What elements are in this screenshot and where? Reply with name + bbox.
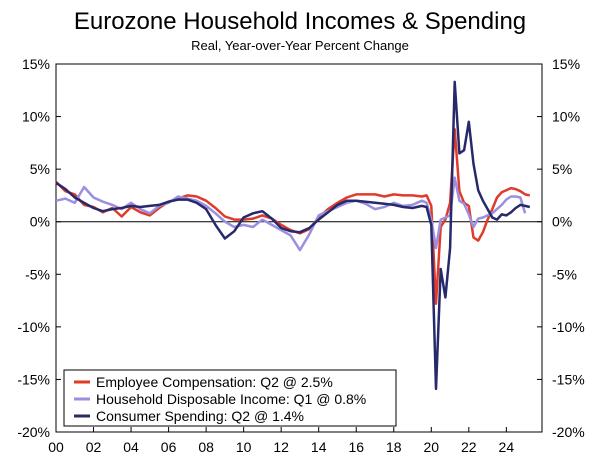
y-tick-label-left: -20% [17,424,50,440]
y-tick-label-right: -10% [552,319,585,335]
series-line-2 [55,80,531,391]
y-tick-label-left: -15% [17,371,50,387]
x-tick-label: 12 [273,439,289,455]
x-tick-label: 16 [348,439,364,455]
y-tick-label-right: -15% [552,371,585,387]
y-tick-label-right: 10% [552,109,580,125]
y-tick-label-left: -5% [25,266,50,282]
series-line-1 [55,176,527,252]
y-tick-label-right: -20% [552,424,585,440]
x-tick-label: 04 [123,439,139,455]
x-tick-label: 20 [424,439,440,455]
x-tick-label: 02 [86,439,102,455]
y-tick-label-right: 0% [552,214,572,230]
chart-subtitle: Real, Year-over-Year Percent Change [191,38,409,53]
chart-title: Eurozone Household Incomes & Spending [73,8,527,35]
series-line-0 [55,127,531,305]
x-tick-label: 18 [386,439,402,455]
x-tick-label: 08 [198,439,214,455]
legend-box [63,369,397,427]
x-tick-label: 00 [48,439,64,455]
legend-label: Employee Compensation: Q2 @ 2.5% [96,374,333,390]
x-tick-label: 24 [499,439,515,455]
plot-frame [55,63,543,433]
y-tick-label-right: 5% [552,161,572,177]
y-tick-label-right: 15% [552,56,580,72]
y-tick-label-left: 15% [22,56,50,72]
y-tick-label-left: 5% [30,161,50,177]
legend-label: Consumer Spending: Q2 @ 1.4% [96,408,304,424]
x-tick-label: 14 [311,439,327,455]
y-tick-label-right: -5% [552,266,577,282]
legend-label: Household Disposable Income: Q1 @ 0.8% [96,391,366,407]
y-tick-label-left: -10% [17,319,50,335]
x-tick-label: 10 [236,439,252,455]
y-tick-label-left: 0% [30,214,50,230]
y-tick-label-left: 10% [22,109,50,125]
x-tick-label: 06 [161,439,177,455]
x-tick-label: 22 [461,439,477,455]
